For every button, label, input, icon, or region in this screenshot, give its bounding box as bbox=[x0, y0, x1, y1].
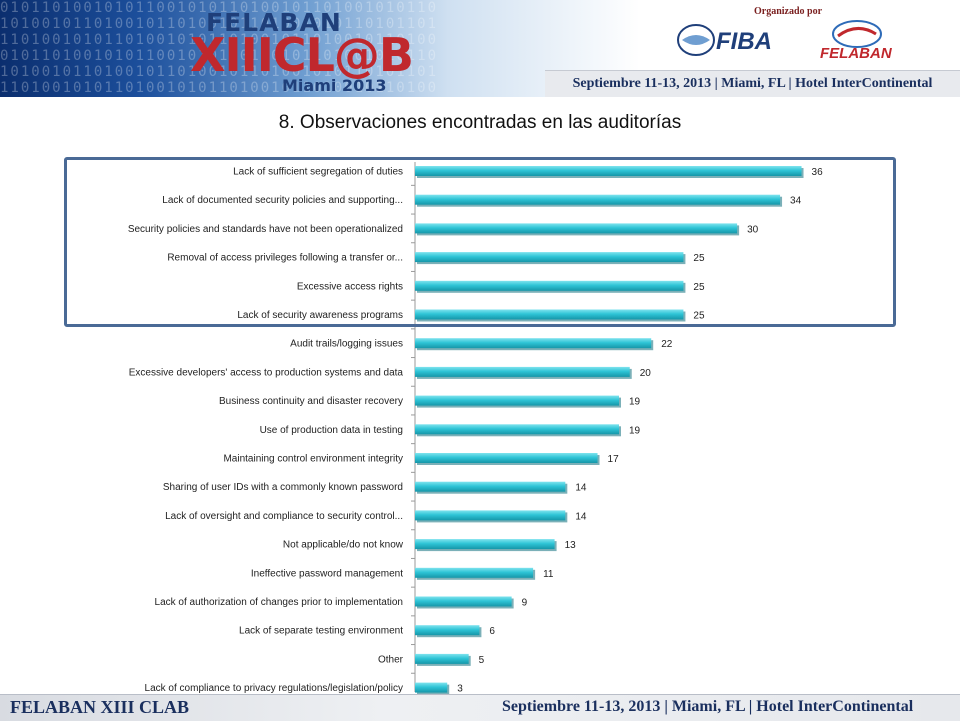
category-label: Maintaining control environment integrit… bbox=[223, 454, 403, 465]
value-label: 36 bbox=[812, 167, 824, 178]
organizer-label: Organizado por bbox=[754, 6, 823, 17]
banner-background bbox=[0, 0, 640, 97]
event-name: FELABAN bbox=[206, 8, 342, 37]
category-label: Lack of sufficient segregation of duties bbox=[233, 167, 403, 178]
bar bbox=[415, 567, 534, 578]
value-label: 14 bbox=[575, 511, 587, 522]
category-label: Lack of separate testing environment bbox=[239, 626, 403, 637]
value-label: 30 bbox=[747, 224, 759, 235]
fiba-logo: FIBA bbox=[677, 24, 772, 56]
value-label: 25 bbox=[693, 282, 705, 293]
category-label: Lack of documented security policies and… bbox=[162, 195, 403, 206]
bar bbox=[415, 194, 781, 205]
date-venue-text: Septiembre 11-13, 2013 | Miami, FL | Hot… bbox=[572, 76, 933, 91]
value-label: 6 bbox=[489, 626, 495, 637]
bar bbox=[415, 653, 469, 664]
category-label: Excessive access rights bbox=[297, 281, 403, 292]
value-label: 3 bbox=[457, 684, 463, 695]
bar bbox=[415, 395, 619, 406]
bar bbox=[415, 481, 566, 492]
slide-title: 8. Observaciones encontradas en las audi… bbox=[278, 112, 682, 133]
value-label: 34 bbox=[790, 196, 802, 207]
category-label: Security policies and standards have not… bbox=[128, 224, 403, 235]
category-label: Sharing of user IDs with a commonly know… bbox=[163, 482, 403, 493]
bar bbox=[415, 338, 652, 349]
value-label: 19 bbox=[629, 397, 641, 408]
category-label: Audit trails/logging issues bbox=[290, 339, 403, 350]
felaban-logo: FELABAN bbox=[820, 20, 893, 62]
category-label: Business continuity and disaster recover… bbox=[219, 396, 403, 407]
category-label: Lack of compliance to privacy regulation… bbox=[145, 683, 403, 694]
bar bbox=[415, 682, 448, 693]
footer-title: FELABAN XIII CLAB bbox=[10, 697, 190, 717]
bar bbox=[415, 510, 566, 521]
event-logo: XIIICL@B bbox=[190, 28, 414, 82]
value-label: 25 bbox=[693, 253, 705, 264]
banner-binary-texture: 0101101001010110010101101001011010010101… bbox=[0, 0, 439, 96]
bar bbox=[415, 166, 802, 176]
value-label: 5 bbox=[479, 655, 485, 666]
category-label: Lack of oversight and compliance to secu… bbox=[165, 511, 403, 522]
value-label: 11 bbox=[543, 569, 554, 580]
value-label: 14 bbox=[575, 483, 587, 494]
date-venue-strip: Septiembre 11-13, 2013 | Miami, FL | Hot… bbox=[545, 70, 960, 97]
bar-chart: Lack of sufficient segregation of duties… bbox=[128, 162, 824, 695]
bar bbox=[415, 223, 738, 234]
category-label: Ineffective password management bbox=[251, 568, 403, 579]
bar bbox=[415, 453, 598, 463]
value-label: 13 bbox=[565, 540, 577, 551]
bar bbox=[415, 596, 512, 607]
header-banner: 0101101001010110010101101001011010010101… bbox=[0, 0, 960, 97]
bar bbox=[415, 252, 684, 263]
felaban-logo-text: FELABAN bbox=[820, 45, 893, 62]
footer-date-venue: Septiembre 11-13, 2013 | Miami, FL | Hot… bbox=[502, 698, 914, 715]
category-label: Excessive developers' access to producti… bbox=[129, 367, 404, 378]
category-label: Lack of authorization of changes prior t… bbox=[155, 597, 403, 608]
value-label: 17 bbox=[608, 454, 620, 465]
category-label: Not applicable/do not know bbox=[283, 540, 404, 551]
bar bbox=[415, 424, 619, 435]
value-label: 19 bbox=[629, 425, 641, 436]
value-label: 20 bbox=[640, 368, 652, 379]
event-location: Miami 2013 bbox=[282, 76, 387, 95]
category-label: Removal of access privileges following a… bbox=[167, 253, 403, 264]
value-label: 22 bbox=[661, 339, 673, 350]
value-label: 25 bbox=[693, 311, 705, 322]
fiba-logo-text: FIBA bbox=[716, 28, 772, 55]
footer-bar: FELABAN XIII CLAB Septiembre 11-13, 2013… bbox=[0, 694, 960, 721]
highlight-box bbox=[64, 157, 896, 327]
bar bbox=[415, 625, 480, 636]
category-label: Other bbox=[378, 654, 404, 665]
bar bbox=[415, 366, 630, 377]
bar bbox=[415, 539, 555, 550]
category-label: Lack of security awareness programs bbox=[237, 310, 403, 321]
value-label: 9 bbox=[522, 598, 528, 609]
bar bbox=[415, 280, 684, 291]
category-label: Use of production data in testing bbox=[260, 425, 403, 436]
bar bbox=[415, 309, 684, 320]
